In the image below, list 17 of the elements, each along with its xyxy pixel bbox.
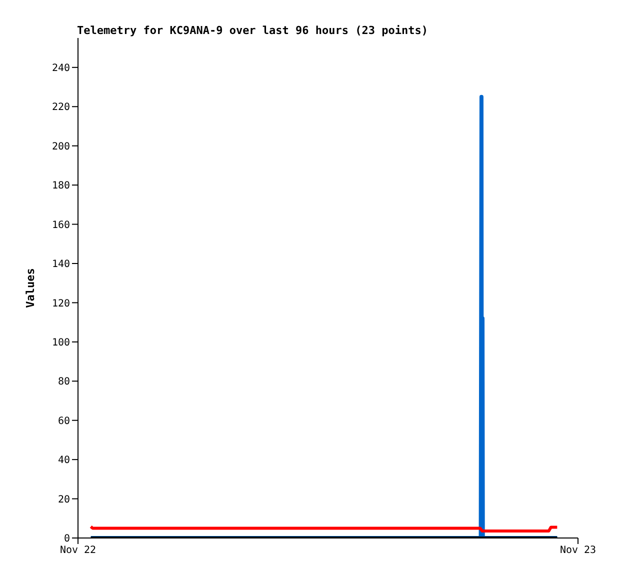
- x-tick-label: Nov 22: [60, 545, 96, 556]
- y-tick-label: 60: [58, 416, 70, 427]
- y-tick-label: 160: [52, 220, 70, 231]
- y-tick-label: 80: [58, 376, 70, 388]
- y-tick-label: 100: [52, 337, 70, 348]
- y-tick-label: 200: [52, 141, 70, 152]
- y-tick-label: 20: [58, 494, 70, 506]
- y-tick-label: 40: [58, 455, 70, 466]
- y-tick-label: 120: [52, 298, 70, 310]
- y-tick-label: 140: [52, 259, 70, 270]
- y-tick-label: 0: [64, 534, 70, 545]
- y-tick-label: 220: [52, 102, 70, 114]
- x-tick-label: Nov 23: [560, 545, 596, 556]
- y-axis-title: Values: [24, 268, 37, 308]
- chart-title: Telemetry for KC9ANA-9 over last 96 hours (23 points): [77, 24, 428, 37]
- y-tick-label: 240: [52, 62, 70, 74]
- y-tick-label: 180: [52, 180, 70, 192]
